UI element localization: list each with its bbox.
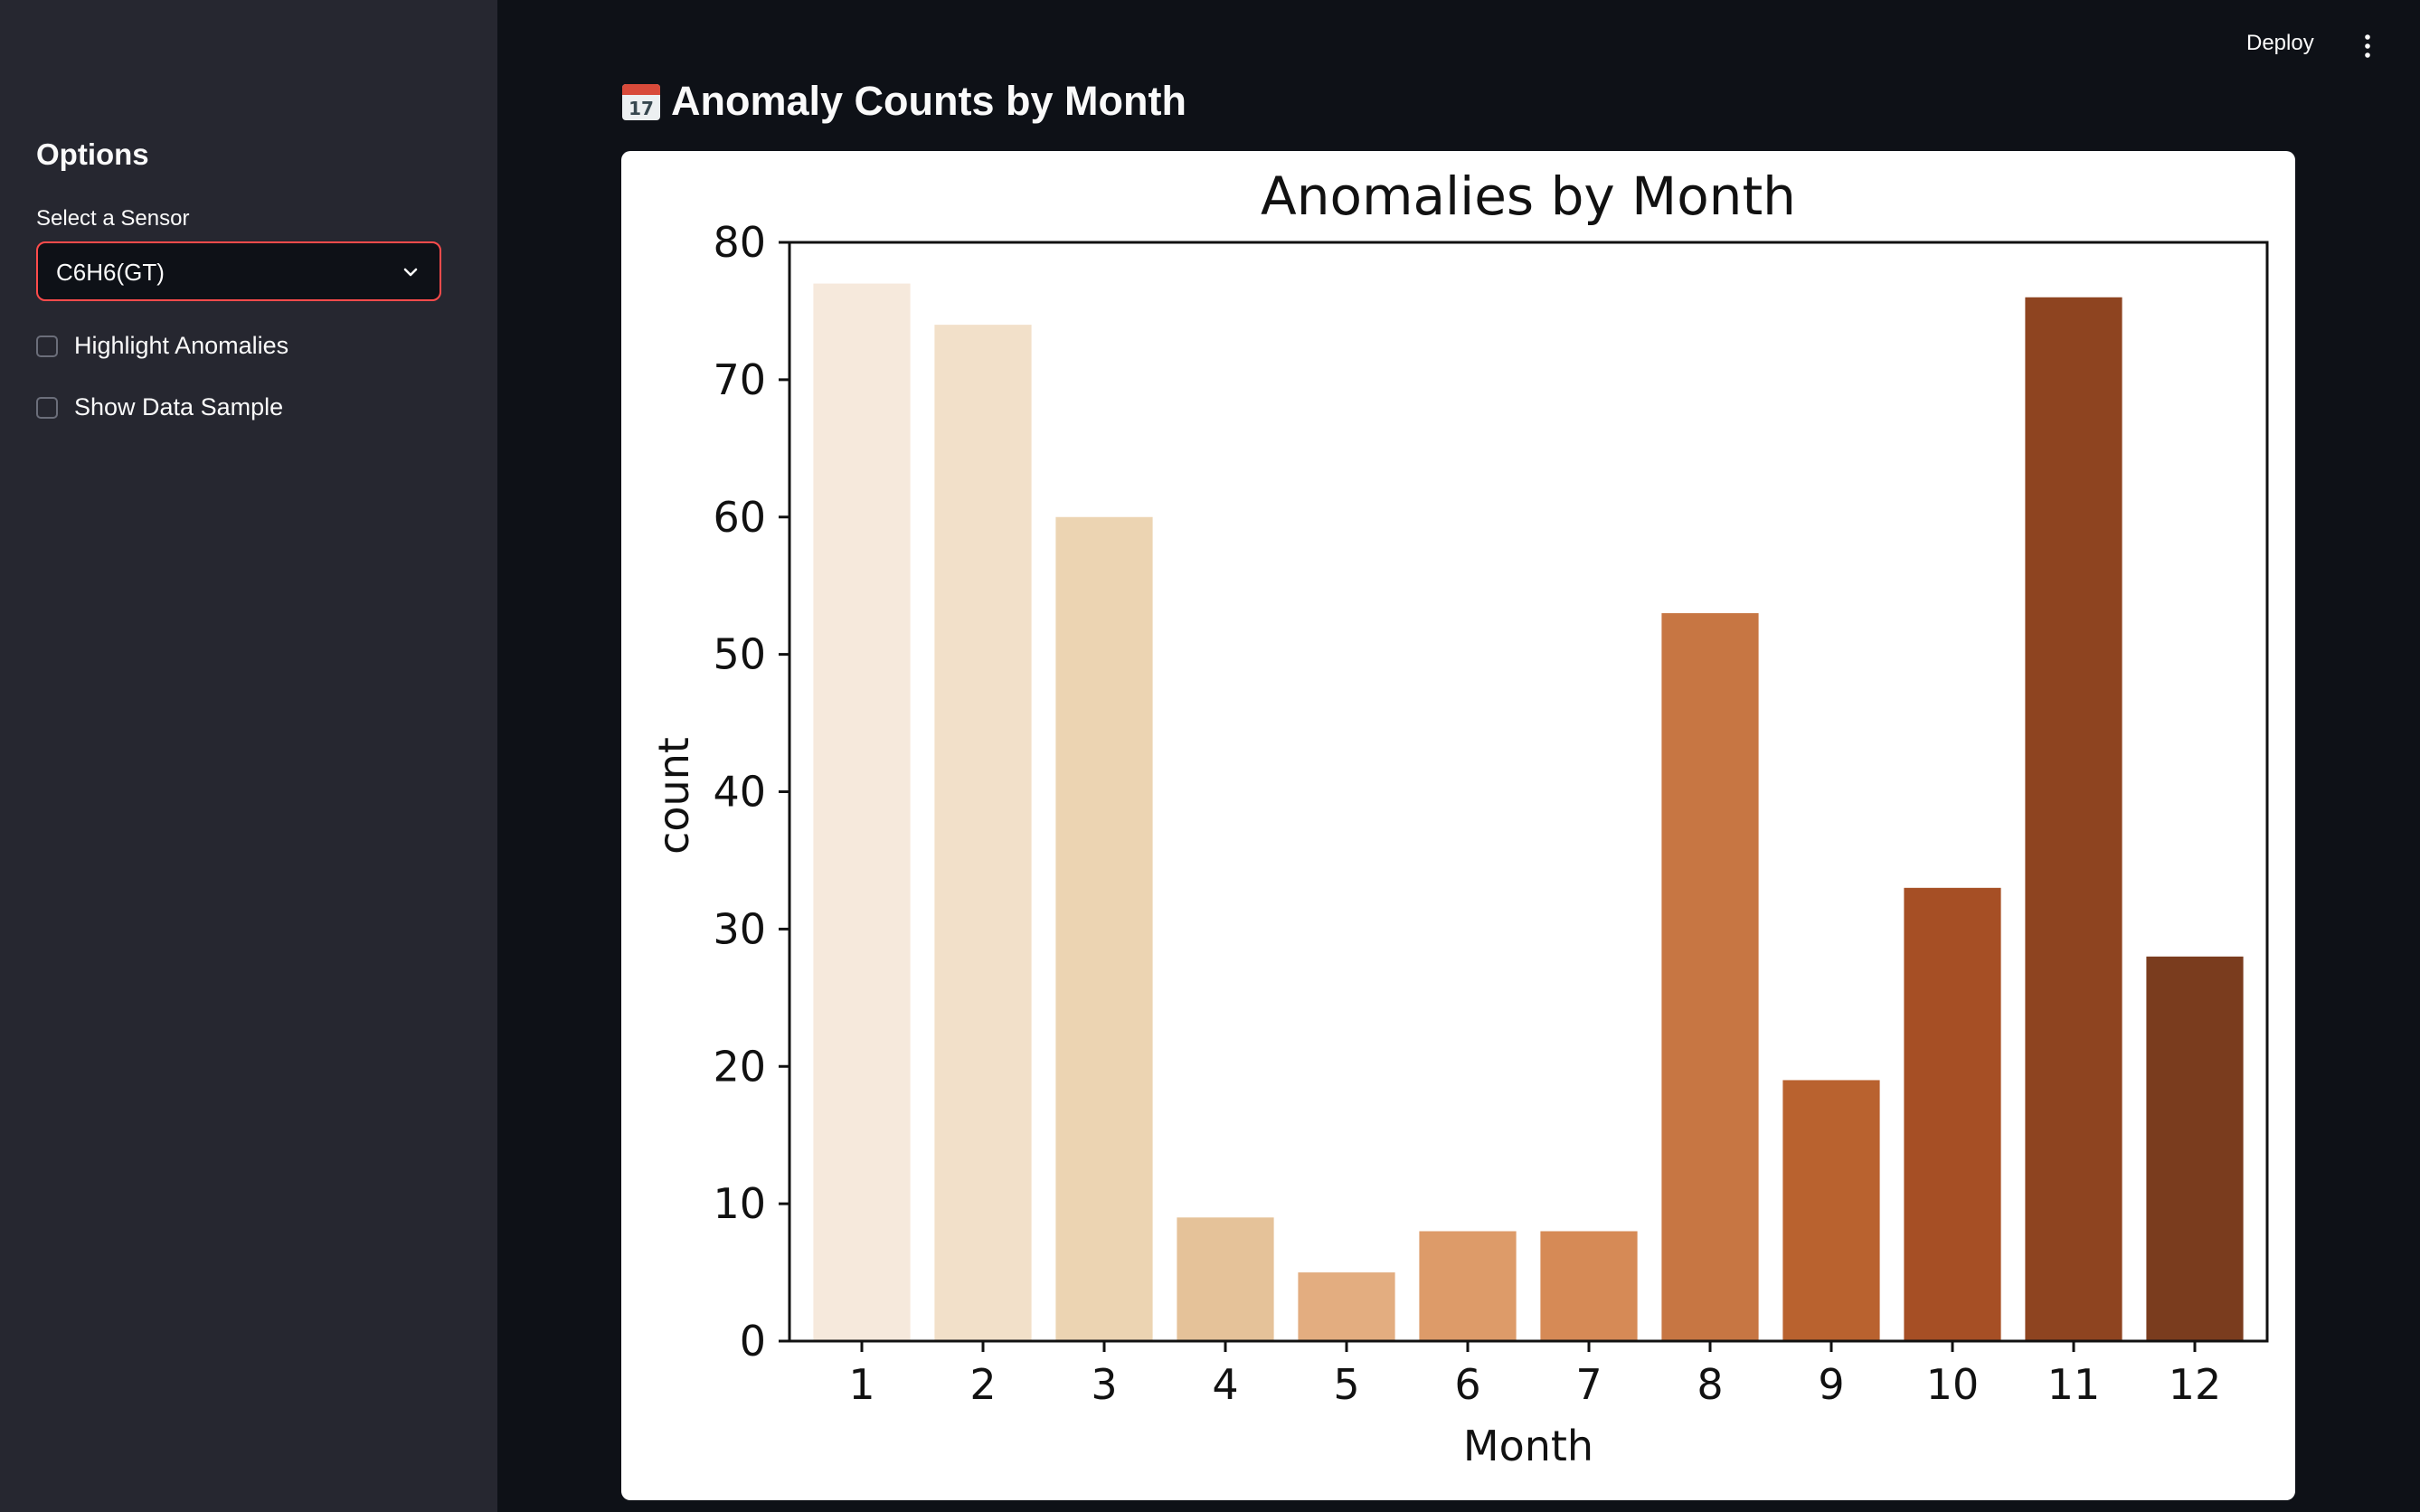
y-tick-label: 40 [713,768,766,817]
x-tick-label: 1 [848,1360,874,1409]
sidebar-title: Options [36,137,149,171]
checkbox-box[interactable] [36,335,58,357]
x-tick-label: 4 [1212,1360,1238,1409]
deploy-button[interactable]: Deploy [2246,31,2314,55]
bar-month-9 [1782,1080,1880,1341]
x-tick-label: 11 [2047,1360,2101,1409]
x-tick-label: 10 [1926,1360,1980,1409]
x-tick-label: 5 [1333,1360,1359,1409]
page-title-text: Anomaly Counts by Month [671,78,1186,124]
calendar-icon-day: 17 [629,98,654,119]
show-data-sample-label: Show Data Sample [74,393,284,421]
sidebar: Options Select a Sensor C6H6(GT) Highlig… [0,0,497,1512]
show-data-sample-checkbox[interactable]: Show Data Sample [36,393,283,421]
y-tick-label: 20 [713,1042,766,1091]
x-tick-label: 9 [1818,1360,1844,1409]
highlight-anomalies-checkbox[interactable]: Highlight Anomalies [36,332,288,360]
y-tick-label: 70 [713,355,766,404]
x-tick-label: 8 [1697,1360,1723,1409]
main-menu-icon[interactable] [2359,33,2377,60]
page-title: 17 Anomaly Counts by Month [620,74,1186,128]
bar-month-4 [1177,1217,1274,1341]
bar-month-2 [934,325,1032,1341]
checkbox-box[interactable] [36,396,58,419]
y-tick-label: 30 [713,904,766,953]
x-axis-label: Month [1463,1422,1593,1470]
x-tick-label: 7 [1575,1360,1602,1409]
bar-month-7 [1540,1231,1638,1341]
bar-month-5 [1298,1272,1395,1341]
x-axis-ticks: 1 2 3 4 5 6 7 8 9 10 11 12 [848,1341,2221,1409]
y-axis-ticks: 0 10 20 30 40 50 60 70 80 [713,218,789,1366]
chevron-down-icon [403,268,418,277]
x-tick-label: 6 [1454,1360,1480,1409]
chart-title: Anomalies by Month [1261,165,1796,227]
y-tick-label: 10 [713,1179,766,1228]
y-axis-label: count [649,737,698,855]
x-tick-label: 12 [2169,1360,2222,1409]
x-tick-label: 3 [1091,1360,1117,1409]
bars-group [813,283,2244,1341]
bar-month-1 [813,283,911,1341]
bar-month-10 [1904,887,2001,1341]
y-tick-label: 60 [713,493,766,542]
sensor-select-label: Select a Sensor [36,206,190,231]
sensor-select-value: C6H6(GT) [56,259,165,286]
calendar-icon: 17 [622,84,660,120]
y-tick-label: 50 [713,630,766,679]
bar-month-8 [1661,613,1759,1341]
bar-month-6 [1419,1231,1517,1341]
bar-month-11 [2025,297,2122,1341]
plot-frame [788,241,2269,1343]
highlight-anomalies-label: Highlight Anomalies [74,332,289,359]
bar-month-3 [1055,516,1153,1341]
bar-month-12 [2146,956,2244,1341]
sensor-select[interactable]: C6H6(GT) [36,241,441,301]
y-tick-label: 80 [713,218,766,267]
x-tick-label: 2 [969,1360,996,1409]
y-tick-label: 0 [740,1317,766,1366]
